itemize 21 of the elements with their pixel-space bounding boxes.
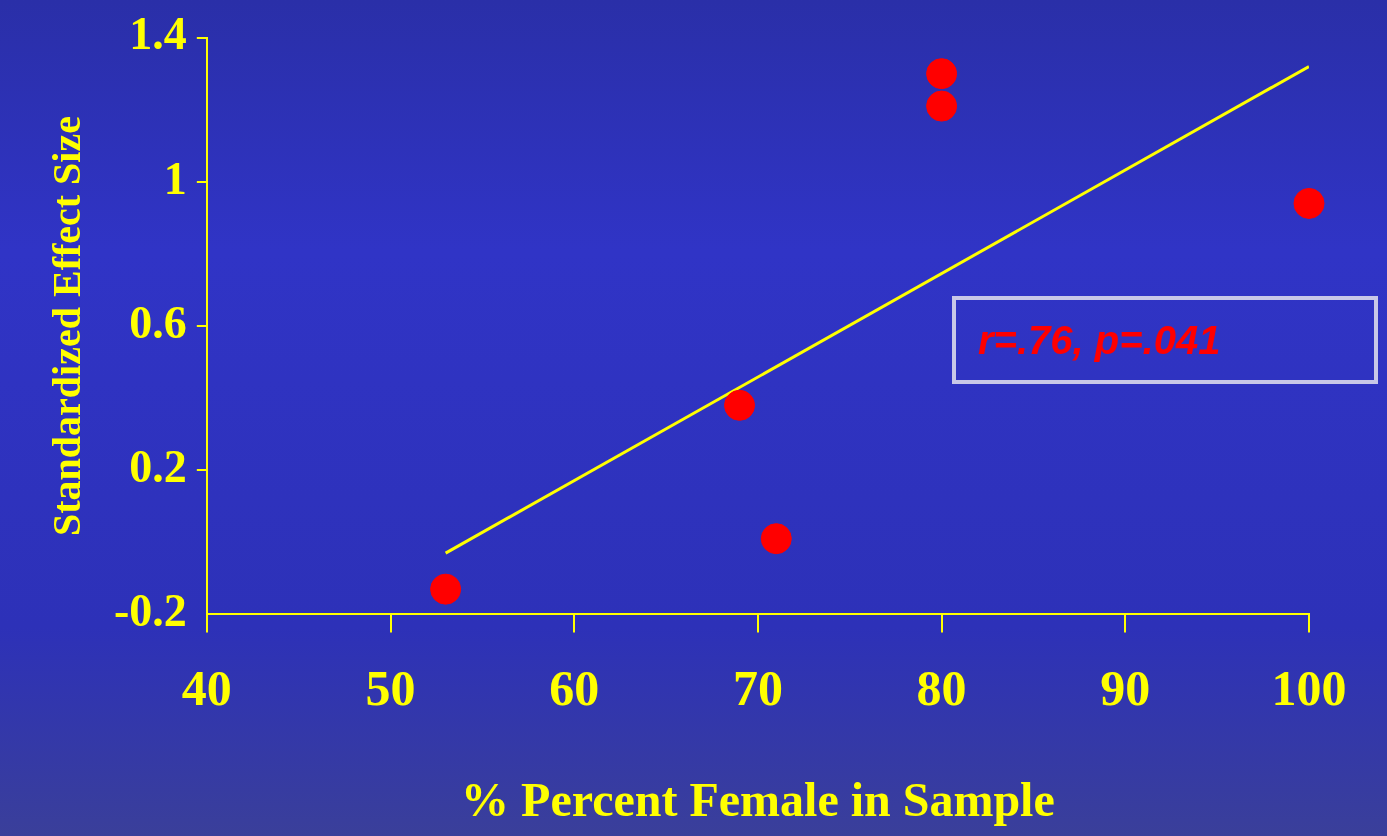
y-tick-label: 1: [163, 152, 187, 204]
point: [926, 58, 958, 90]
point: [430, 573, 462, 605]
x-tick-label: 50: [365, 660, 416, 717]
x-tick-label: 40: [181, 660, 232, 717]
x-tick-label: 70: [732, 660, 783, 717]
y-tick-label: 1.4: [129, 8, 187, 60]
x-tick-label: 90: [1100, 660, 1151, 717]
y-tick-label: -0.2: [113, 585, 187, 637]
x-tick-label: 100: [1271, 660, 1347, 717]
point: [926, 90, 958, 122]
point: [1293, 187, 1325, 219]
x-axis-title: % Percent Female in Sample: [461, 772, 1055, 826]
y-tick-label: 0.6: [129, 296, 187, 348]
x-tick-label: 60: [549, 660, 600, 717]
point: [760, 523, 792, 555]
x-tick-label: 80: [916, 660, 967, 717]
y-tick-label: 0.2: [129, 441, 187, 493]
y-axis-title: Standardized Effect Size: [44, 116, 90, 536]
annotation: r=.76, p=.041: [952, 296, 1378, 384]
point: [724, 389, 756, 421]
